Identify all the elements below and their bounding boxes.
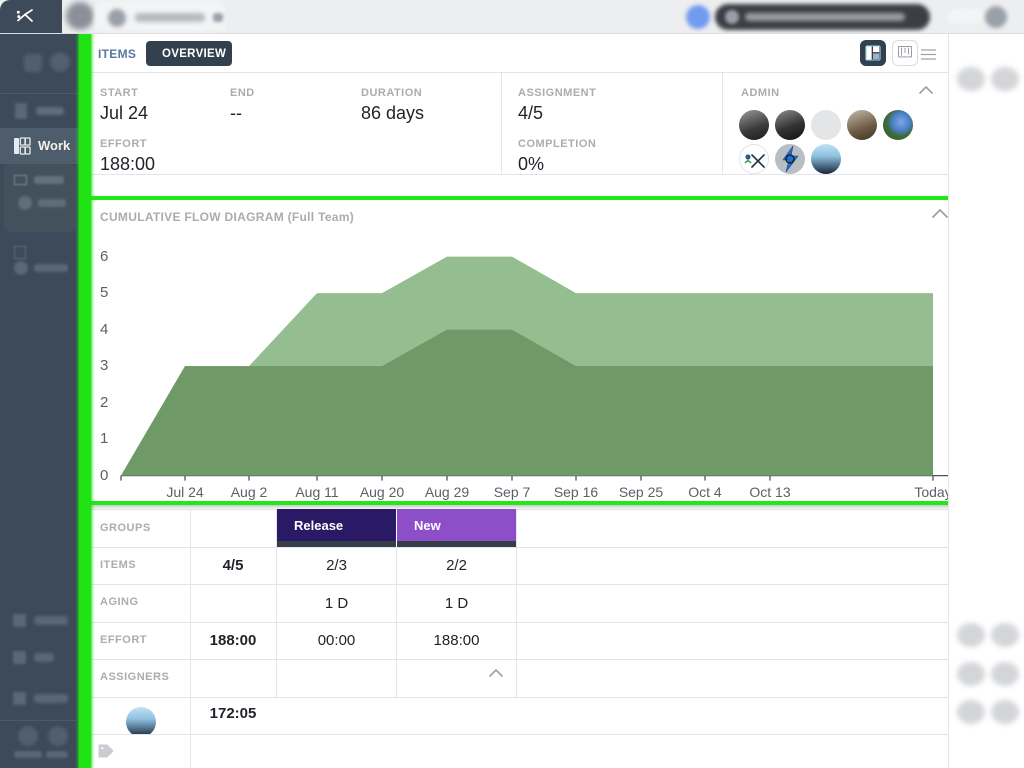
svg-text:Today: Today bbox=[914, 484, 948, 500]
svg-text:6: 6 bbox=[100, 248, 108, 265]
svg-text:Aug 20: Aug 20 bbox=[360, 484, 405, 500]
svg-text:Oct 13: Oct 13 bbox=[749, 484, 790, 500]
svg-text:Sep 7: Sep 7 bbox=[494, 484, 531, 500]
svg-text:2: 2 bbox=[100, 394, 108, 411]
svg-text:4: 4 bbox=[100, 321, 108, 338]
svg-text:3: 3 bbox=[100, 357, 108, 374]
svg-text:0: 0 bbox=[100, 467, 108, 484]
svg-text:Sep 25: Sep 25 bbox=[619, 484, 664, 500]
svg-text:Aug 2: Aug 2 bbox=[231, 484, 268, 500]
svg-text:1: 1 bbox=[100, 430, 108, 447]
svg-text:Sep 16: Sep 16 bbox=[554, 484, 599, 500]
svg-text:Aug 11: Aug 11 bbox=[295, 484, 339, 500]
svg-text:Oct 4: Oct 4 bbox=[688, 484, 722, 500]
svg-text:Jul 24: Jul 24 bbox=[166, 484, 204, 500]
svg-text:Aug 29: Aug 29 bbox=[425, 484, 470, 500]
svg-text:5: 5 bbox=[100, 284, 108, 301]
